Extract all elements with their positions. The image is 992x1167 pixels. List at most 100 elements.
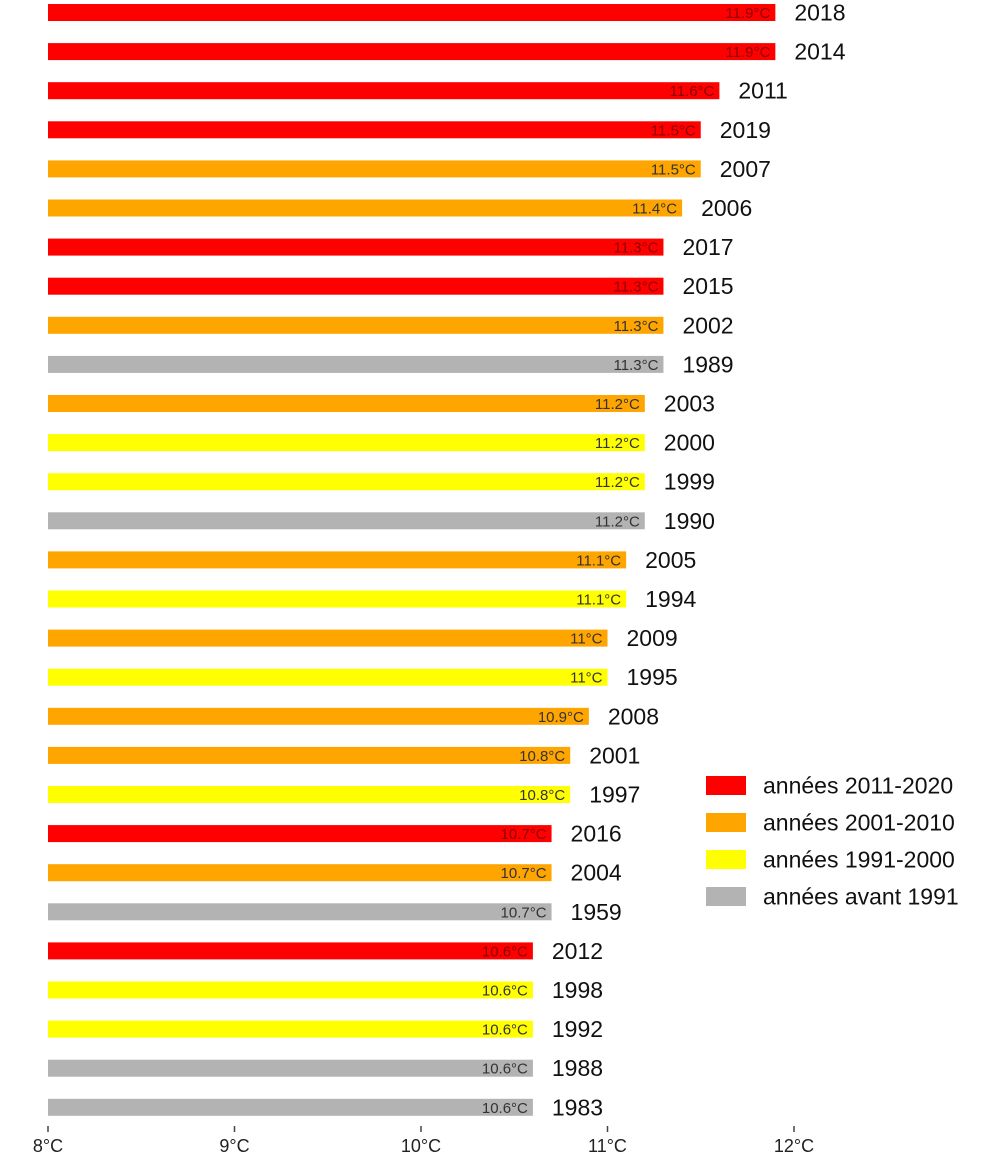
year-label: 2018 <box>794 0 845 26</box>
bar-1997 <box>48 786 571 803</box>
bar-2011 <box>48 82 720 100</box>
year-label: 2008 <box>608 703 659 729</box>
bar-2000 <box>48 434 645 452</box>
bar-group-1995: 11°C 1995 <box>48 664 678 690</box>
bar-value-label: 11.9°C <box>725 5 770 22</box>
legend-item: années 2011-2020 <box>706 773 953 799</box>
bar-group-1988: 10.6°C 1988 <box>48 1055 603 1081</box>
year-label: 1997 <box>589 782 640 808</box>
bar-value-label: 11.3°C <box>614 240 659 257</box>
bar-1995 <box>48 668 608 686</box>
bar-1989 <box>48 355 664 373</box>
year-label: 1998 <box>552 977 603 1003</box>
bar-value-label: 11.6°C <box>669 83 714 100</box>
bar-2017 <box>48 238 664 256</box>
year-label: 1994 <box>645 586 696 612</box>
bar-2003 <box>48 395 645 412</box>
bar-value-label: 11°C <box>570 670 603 687</box>
year-label: 1959 <box>571 899 622 925</box>
bar-value-label: 11.3°C <box>614 318 659 335</box>
legend-label: années 2001-2010 <box>763 810 955 836</box>
bar-2009 <box>48 629 608 647</box>
bar-value-label: 10.7°C <box>501 904 547 921</box>
year-label: 1989 <box>682 351 733 377</box>
year-label: 1995 <box>627 664 678 690</box>
legend-label: années avant 1991 <box>763 884 959 910</box>
legend-item: années 2001-2010 <box>706 810 955 836</box>
legend-item: années 1991-2000 <box>706 847 955 873</box>
x-tick-label: 9°C <box>219 1136 249 1156</box>
year-label: 2017 <box>682 234 733 260</box>
bar-group-2017: 11.3°C 2017 <box>48 234 734 260</box>
bar-value-label: 10.7°C <box>501 865 547 882</box>
year-label: 2015 <box>682 273 733 299</box>
year-label: 1992 <box>552 1016 603 1042</box>
legend-swatch <box>706 813 746 832</box>
bar-group-2002: 11.3°C 2002 <box>48 312 734 338</box>
bar-group-2001: 10.8°C 2001 <box>48 742 640 768</box>
x-tick-label: 12°C <box>774 1136 814 1156</box>
bar-value-label: 11.3°C <box>614 357 659 374</box>
bar-2002 <box>48 316 664 334</box>
bar-value-label: 11.3°C <box>614 279 659 296</box>
year-label: 2005 <box>645 547 696 573</box>
bar-group-2012: 10.6°C 2012 <box>48 938 603 964</box>
bar-group-2014: 11.9°C 2014 <box>48 39 846 65</box>
year-label: 2014 <box>794 39 845 65</box>
bar-value-label: 11.2°C <box>595 396 640 413</box>
bar-value-label: 10.8°C <box>519 748 565 765</box>
bar-1988 <box>48 1059 533 1077</box>
bar-group-1994: 11.1°C 1994 <box>48 586 697 612</box>
bar-1992 <box>48 1020 533 1038</box>
bar-2007 <box>48 160 701 178</box>
bar-2018 <box>48 4 776 21</box>
bar-2012 <box>48 942 533 960</box>
legend: années 2011-2020 années 2001-2010 années 1… <box>706 773 959 910</box>
bar-value-label: 11.1°C <box>576 552 621 569</box>
bar-group-2019: 11.5°C 2019 <box>48 117 771 143</box>
bar-group-2016: 10.7°C 2016 <box>48 821 622 847</box>
bar-group-1997: 10.8°C 1997 <box>48 782 640 808</box>
bar-2016 <box>48 825 552 843</box>
bar-value-label: 11.9°C <box>725 44 770 61</box>
bar-group-2006: 11.4°C 2006 <box>48 195 752 221</box>
bar-value-label: 10.6°C <box>482 943 528 960</box>
bar-value-label: 10.6°C <box>482 1022 528 1039</box>
year-label: 2009 <box>627 625 678 651</box>
legend-swatch <box>706 887 746 906</box>
bar-value-label: 11.2°C <box>595 513 640 530</box>
bar-2001 <box>48 746 571 764</box>
legend-swatch <box>706 776 746 795</box>
bar-group-1989: 11.3°C 1989 <box>48 351 734 377</box>
bar-2014 <box>48 43 776 61</box>
bar-1998 <box>48 981 533 999</box>
bar-1990 <box>48 512 645 530</box>
bar-group-2008: 10.9°C 2008 <box>48 703 659 729</box>
bar-value-label: 10.9°C <box>538 709 584 726</box>
year-label: 2019 <box>720 117 771 143</box>
bar-group-2015: 11.3°C 2015 <box>48 273 734 299</box>
bar-1959 <box>48 903 552 921</box>
bar-2019 <box>48 121 701 139</box>
bar-value-label: 10.6°C <box>482 983 528 1000</box>
bar-1994 <box>48 590 627 608</box>
year-label: 2012 <box>552 938 603 964</box>
bar-group-1990: 11.2°C 1990 <box>48 508 715 534</box>
bar-group-1999: 11.2°C 1999 <box>48 469 715 495</box>
year-label: 1988 <box>552 1055 603 1081</box>
year-label: 2001 <box>589 742 640 768</box>
bar-2008 <box>48 707 589 725</box>
year-label: 2006 <box>701 195 752 221</box>
year-label: 1999 <box>664 469 715 495</box>
bar-group-1998: 10.6°C 1998 <box>48 977 603 1003</box>
bar-group-2004: 10.7°C 2004 <box>48 860 622 886</box>
bar-value-label: 10.6°C <box>482 1100 528 1117</box>
year-label: 2007 <box>720 156 771 182</box>
bar-value-label: 11.1°C <box>576 592 621 609</box>
bar-2006 <box>48 199 683 217</box>
bars-layer: 11.9°C 2018 11.9°C 2014 11.6°C 2011 11.5°C 2019… <box>48 0 846 1120</box>
year-label: 2002 <box>682 312 733 338</box>
x-tick-label: 11°C <box>588 1136 627 1156</box>
legend-item: années avant 1991 <box>706 884 959 910</box>
bar-value-label: 10.6°C <box>482 1061 528 1078</box>
